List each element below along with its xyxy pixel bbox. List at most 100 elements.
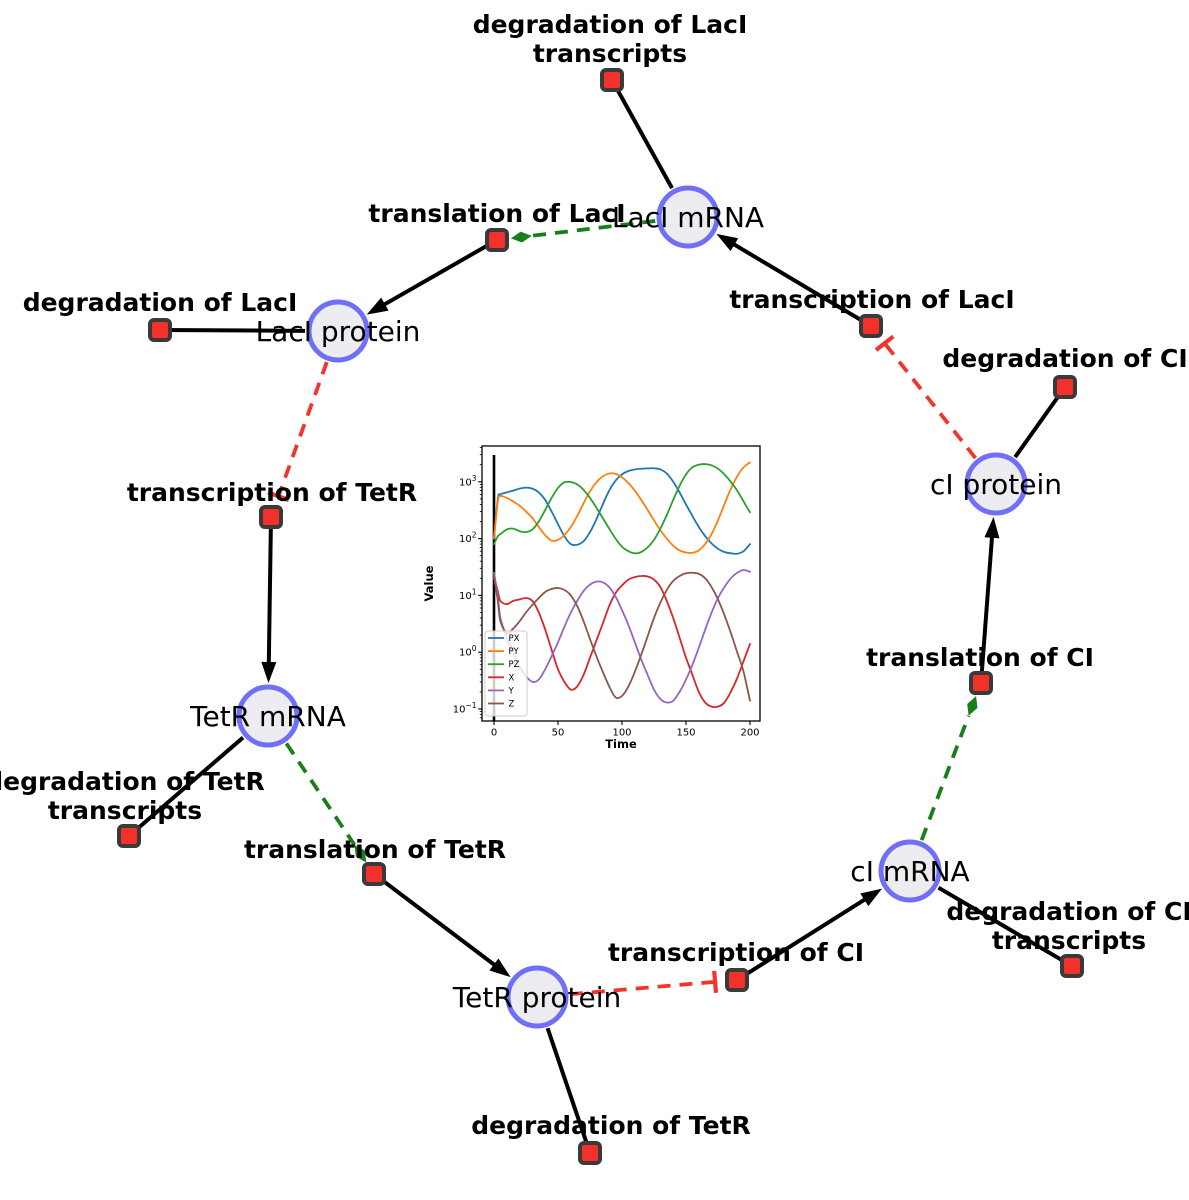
reaction-node-deg_tetr_tx[interactable] bbox=[117, 824, 141, 848]
reaction-label-deg_ci_tx: transcripts bbox=[992, 926, 1146, 955]
tbar-inhibitor-icon bbox=[267, 490, 290, 503]
y-axis-title: Value bbox=[422, 565, 436, 601]
edge-inhibition-ci_protein-txn_laci bbox=[874, 334, 978, 460]
species-label-ci_mrna: cI mRNA bbox=[850, 855, 969, 888]
y-tick-label: 100 bbox=[459, 644, 477, 659]
consumption-line bbox=[127, 736, 245, 838]
tbar-inhibitor-icon bbox=[712, 970, 719, 994]
edge-inhibition-tetr_protein-txn_ci bbox=[569, 970, 719, 997]
curve-PZ bbox=[493, 463, 751, 555]
curve-Y bbox=[493, 569, 751, 704]
y-tick-label: 10−1 bbox=[453, 701, 477, 716]
production-line bbox=[735, 895, 869, 982]
x-axis-title: Time bbox=[605, 737, 637, 751]
edge-consumption-laci_mrna-deg_laci_tx bbox=[610, 79, 674, 190]
edge-production-txn_laci-laci_mrna bbox=[716, 233, 873, 328]
x-axis-ticks: 0 50 100 150 200 bbox=[491, 721, 760, 739]
reaction-label-txn_ci: transcription of CI bbox=[608, 938, 864, 967]
y-tick-label: 102 bbox=[459, 531, 477, 546]
x-tick-label: 200 bbox=[740, 728, 759, 739]
species-label-laci_protein: LacI protein bbox=[256, 315, 421, 348]
x-tick-label: 150 bbox=[676, 728, 695, 739]
species-label-tetr_mrna: TetR mRNA bbox=[189, 700, 346, 733]
reaction-node-transl_tetr[interactable] bbox=[362, 862, 386, 886]
curve-PY bbox=[493, 461, 751, 554]
reaction-node-deg_tetr[interactable] bbox=[578, 1141, 602, 1165]
species-label-laci_mrna: LacI mRNA bbox=[612, 201, 764, 234]
diamond-arrowhead-icon bbox=[967, 696, 978, 716]
reaction-label-transl_laci: translation of LacI bbox=[368, 199, 625, 228]
reaction-label-txn_laci: transcription of LacI bbox=[729, 285, 1014, 314]
nodes-layer bbox=[117, 68, 1084, 1165]
inset-chart: 0 50 100 150 20010−1100101102103TimeValuePXP… bbox=[422, 445, 761, 751]
reaction-node-transl_laci[interactable] bbox=[485, 228, 509, 252]
legend-label-Z: Z bbox=[509, 700, 515, 710]
species-label-ci_protein: cI protein bbox=[930, 468, 1062, 501]
species-node-tetr_protein[interactable] bbox=[505, 965, 569, 1029]
inhibition-line bbox=[569, 979, 716, 997]
reaction-node-txn_tetr[interactable] bbox=[259, 505, 283, 529]
legend-label-PY: PY bbox=[509, 647, 520, 657]
reaction-node-txn_laci[interactable] bbox=[859, 314, 883, 338]
species-node-tetr_mrna[interactable] bbox=[236, 684, 300, 748]
consumption-line bbox=[610, 79, 674, 190]
reaction-label-deg_tetr: degradation of TetR bbox=[471, 1111, 751, 1140]
legend-label-Y: Y bbox=[508, 686, 515, 696]
curve-X bbox=[493, 575, 751, 709]
x-tick-label: 100 bbox=[612, 728, 631, 739]
edge-modifier-ci_mrna-transl_ci bbox=[919, 696, 978, 841]
reaction-node-deg_laci[interactable] bbox=[148, 318, 172, 342]
edge-modifier-laci_mrna-transl_laci bbox=[510, 219, 656, 243]
x-tick-label: 50 bbox=[552, 728, 565, 739]
activation-line bbox=[919, 715, 971, 841]
consumption-line bbox=[1013, 385, 1067, 459]
reaction-label-deg_ci: degradation of CI bbox=[942, 344, 1187, 373]
reaction-node-deg_laci_tx[interactable] bbox=[600, 68, 624, 92]
labels-layer: degradation of LacI transcripts translatio… bbox=[0, 10, 1189, 1140]
consumption-line bbox=[545, 1027, 592, 1154]
reaction-label-deg_tetr_tx: transcripts bbox=[48, 796, 202, 825]
reaction-label-deg_laci_tx: degradation of LacI bbox=[473, 10, 748, 39]
species-node-laci_mrna[interactable] bbox=[656, 185, 720, 249]
reaction-label-transl_tetr: translation of TetR bbox=[244, 835, 506, 864]
reaction-label-deg_ci_tx: degradation of CI bbox=[946, 897, 1189, 926]
arrowhead-icon bbox=[860, 888, 883, 907]
species-node-laci_protein[interactable] bbox=[306, 299, 370, 363]
arrowhead-icon bbox=[366, 297, 389, 315]
arrowhead-icon bbox=[716, 233, 739, 252]
inhibition-line bbox=[883, 342, 978, 460]
tbar-inhibitor-icon bbox=[874, 334, 895, 352]
reaction-node-deg_ci[interactable] bbox=[1053, 375, 1077, 399]
edge-consumption-ci_mrna-deg_ci_tx bbox=[937, 885, 1074, 968]
species-node-ci_protein[interactable] bbox=[964, 452, 1028, 516]
legend-box bbox=[484, 630, 528, 717]
reaction-label-txn_tetr: transcription of TetR bbox=[127, 478, 417, 507]
chart-legend: PX PY PZ XYZ bbox=[484, 630, 528, 717]
y-tick-label: 101 bbox=[459, 587, 477, 602]
production-line bbox=[979, 533, 995, 684]
reaction-node-deg_ci_tx[interactable] bbox=[1060, 954, 1084, 978]
edge-inhibition-laci_protein-txn_tetr bbox=[267, 361, 329, 503]
edge-production-transl_laci-laci_protein bbox=[366, 238, 498, 315]
legend-label-X: X bbox=[509, 673, 515, 683]
diamond-arrowhead-icon bbox=[510, 231, 532, 243]
production-line bbox=[380, 238, 498, 308]
consumption-line bbox=[159, 328, 306, 333]
reaction-label-deg_tetr_tx: degradation of TetR bbox=[0, 767, 265, 796]
edge-consumption-tetr_mrna-deg_tetr_tx bbox=[127, 736, 245, 838]
reaction-node-txn_ci[interactable] bbox=[725, 968, 749, 992]
plot-background bbox=[482, 446, 760, 721]
reaction-node-transl_ci[interactable] bbox=[969, 671, 993, 695]
edge-modifier-tetr_mrna-transl_tetr bbox=[284, 742, 367, 863]
curve-Z bbox=[493, 571, 751, 702]
consumption-line bbox=[937, 885, 1074, 968]
edge-consumption-tetr_protein-deg_tetr bbox=[545, 1027, 592, 1154]
edge-production-txn_ci-ci_mrna bbox=[735, 888, 883, 982]
edge-consumption-ci_protein-deg_ci bbox=[1013, 385, 1067, 459]
production-line bbox=[729, 240, 873, 328]
species-node-ci_mrna[interactable] bbox=[878, 839, 942, 903]
y-axis-ticks: 10−1 100 101 102 103 bbox=[453, 447, 482, 719]
legend-label-PX: PX bbox=[509, 634, 520, 644]
